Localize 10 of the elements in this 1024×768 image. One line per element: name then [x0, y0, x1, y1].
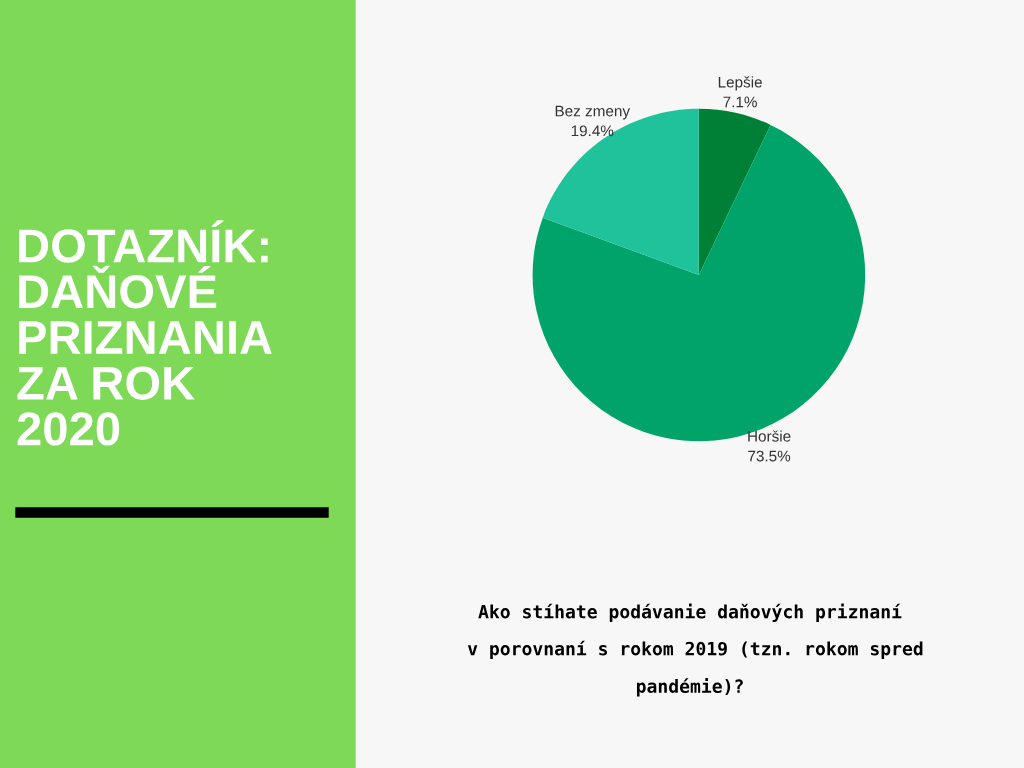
pie-slice — [698, 108, 771, 275]
data-label: 7.1% — [723, 96, 757, 108]
slice-label: Lepšie — [718, 76, 762, 91]
data-label: 73.5% — [748, 450, 791, 462]
text: DOTAZNÍK: DAŇOVÉ PRIZNANIA ZA ROK 2020 — [17, 220, 272, 446]
pie-slice — [532, 124, 866, 442]
slice-label: Horšie — [748, 430, 791, 442]
data-label: 19.4% — [571, 125, 614, 137]
slice-label: Bez zmeny — [555, 105, 631, 120]
text: Ako stíhate podávanie daňových priznaní v porovnaní s rokom 2019 (tzn. rokom spred pandémie)? — [467, 603, 923, 697]
